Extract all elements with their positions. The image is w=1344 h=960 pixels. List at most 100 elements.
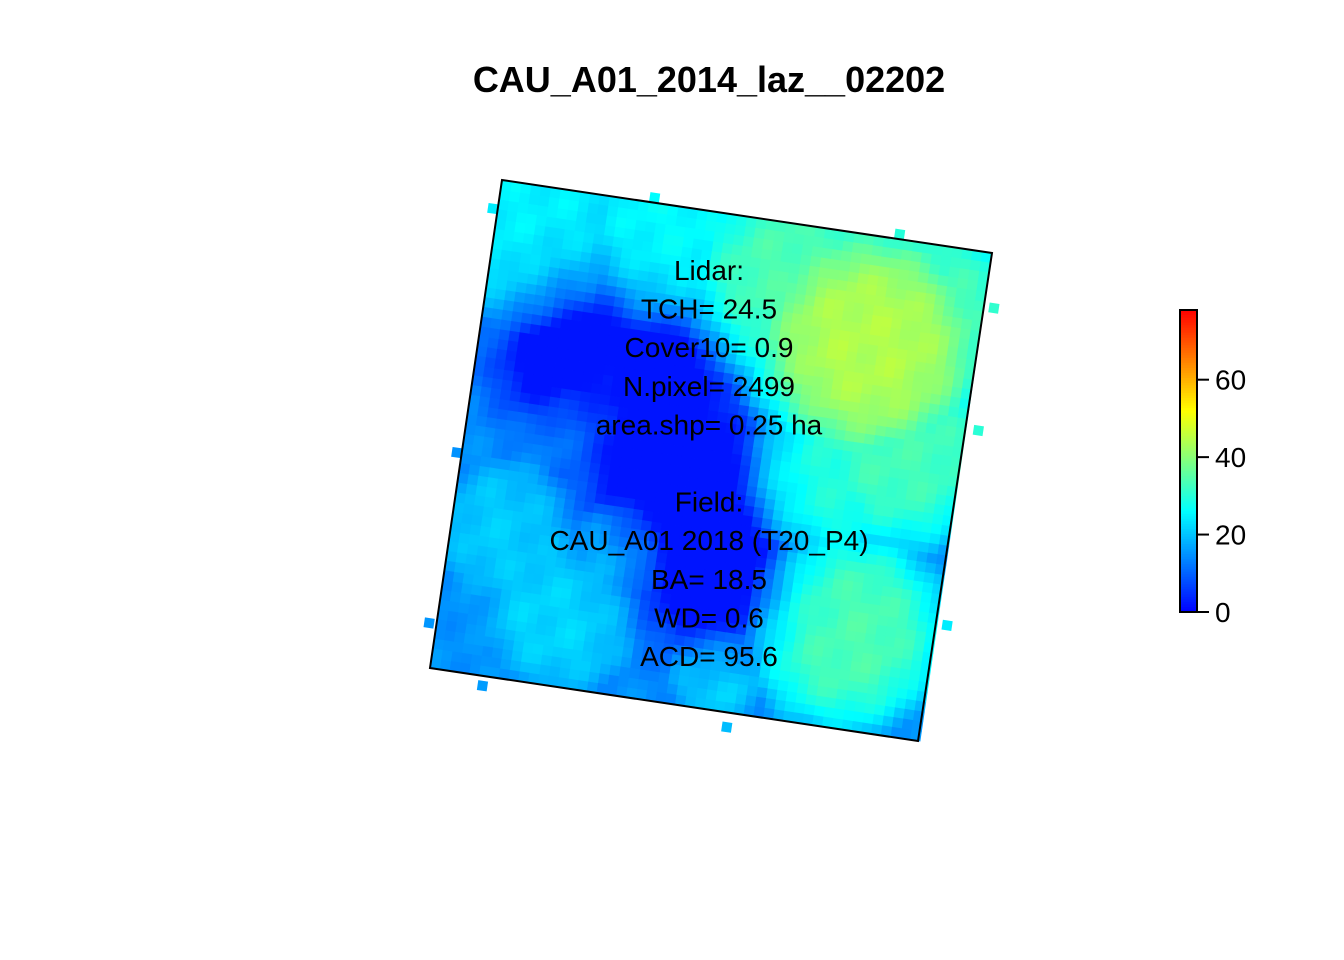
raster-cell: [829, 667, 841, 680]
raster-cell: [907, 270, 920, 283]
raster-cell: [803, 434, 816, 447]
raster-cell: [816, 276, 829, 289]
raster-cell: [566, 479, 579, 491]
raster-cell: [915, 560, 927, 573]
raster-cell: [607, 475, 619, 487]
raster-cell: [538, 464, 551, 477]
raster-cell: [679, 665, 691, 678]
raster-cell: [500, 180, 513, 192]
raster-cell: [627, 198, 640, 211]
raster-cell: [533, 564, 546, 576]
raster-cell: [624, 427, 636, 440]
raster-cell: [544, 356, 557, 368]
raster-cell: [620, 247, 633, 260]
raster-cell: [867, 474, 880, 486]
raster-cell: [655, 691, 668, 704]
raster-cell: [893, 567, 906, 580]
raster-cell: [708, 669, 721, 682]
raster-cell: [654, 222, 667, 235]
raster-cell: [701, 239, 714, 252]
raster-cell: [853, 432, 866, 444]
raster-cell: [755, 487, 768, 499]
raster-cell: [574, 629, 587, 642]
raster-cell: [952, 307, 965, 319]
raster-cell: [770, 389, 782, 402]
raster-cell: [700, 519, 713, 531]
raster-cell: [597, 334, 610, 346]
raster-cell: [804, 225, 816, 237]
raster-cell: [920, 252, 933, 265]
raster-cell: [639, 460, 652, 472]
raster-cell: [754, 427, 767, 439]
colorbar-step: [1180, 335, 1197, 339]
raster-cell: [793, 572, 805, 585]
raster-cell: [465, 553, 478, 566]
raster-cell: [852, 372, 865, 384]
raster-cell: [878, 465, 891, 478]
raster-cell: [810, 455, 823, 468]
raster-cell: [723, 362, 736, 375]
raster-cell: [604, 564, 616, 577]
raster-cell: [728, 333, 740, 346]
raster-cell: [826, 348, 838, 360]
raster-cell: [842, 510, 855, 522]
raster-cell: [686, 616, 699, 629]
raster-cell: [609, 525, 622, 538]
raster-cell: [676, 615, 689, 627]
raster-cell: [681, 446, 694, 459]
raster-cell: [577, 610, 589, 623]
raster-cell: [730, 383, 743, 396]
raster-cell: [885, 556, 898, 569]
raster-cell: [634, 559, 647, 571]
raster-cell: [578, 261, 591, 274]
raster-cell: [806, 415, 819, 427]
raster-cell: [659, 592, 672, 605]
raster-cell: [829, 458, 842, 471]
raster-cell: [755, 217, 767, 230]
raster-cell: [557, 607, 570, 620]
raster-cell: [773, 639, 785, 652]
raster-cell: [563, 568, 576, 581]
raster-cell: [625, 487, 638, 500]
raster-cell: [502, 369, 515, 382]
raster-cell: [711, 311, 724, 323]
raster-cell: [780, 321, 792, 334]
raster-cell: [656, 482, 668, 495]
raster-cell: [598, 533, 611, 546]
colorbar-step: [1180, 516, 1197, 520]
raster-cell: [549, 257, 561, 269]
raster-cell: [930, 453, 943, 466]
raster-cell: [595, 553, 608, 565]
raster-cell: [859, 462, 872, 475]
raster-cell: [899, 528, 912, 541]
raster-cell: [745, 286, 757, 298]
raster-cell: [682, 237, 695, 249]
raster-cell: [825, 418, 838, 430]
raster-cell: [668, 464, 681, 477]
raster-cell: [923, 572, 936, 584]
raster-cell: [905, 419, 918, 432]
raster-cell: [791, 243, 804, 255]
raster-cell: [711, 241, 724, 254]
raster-cell: [789, 532, 801, 544]
raster-cell: [878, 675, 890, 687]
raster-cell: [871, 245, 884, 257]
raster-cell: [482, 576, 494, 588]
raster-cell: [681, 516, 693, 528]
raster-cell: [778, 470, 790, 483]
colorbar-step: [1180, 554, 1197, 558]
raster-cell: [452, 502, 465, 514]
raster-cell: [842, 440, 855, 453]
raster-cell: [467, 474, 479, 486]
raster-cell: [932, 374, 945, 386]
raster-cell: [840, 390, 852, 402]
raster-cell: [813, 635, 826, 648]
raster-cell: [710, 590, 723, 602]
raster-cell: [794, 293, 806, 306]
raster-cell: [767, 269, 780, 282]
raster-cell: [777, 271, 790, 283]
raster-cell: [885, 486, 898, 499]
raster-cell: [604, 424, 617, 437]
